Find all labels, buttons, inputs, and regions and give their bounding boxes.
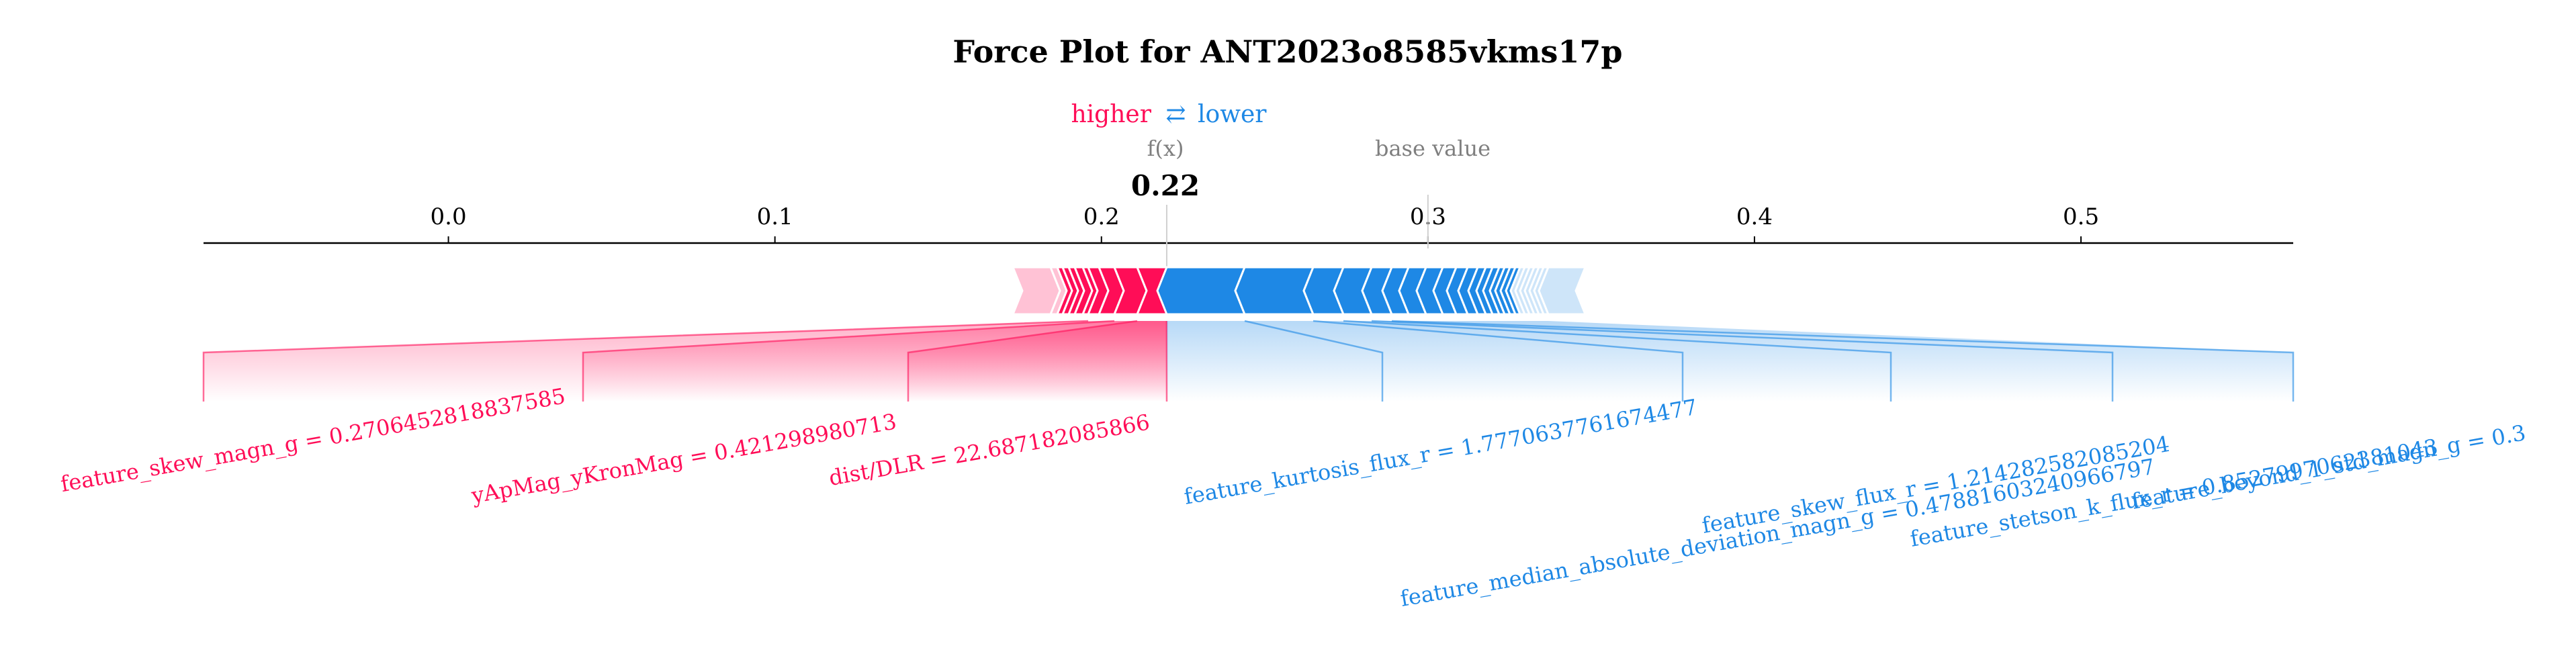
- feature-link-line-negative: [1391, 320, 2295, 402]
- fx-value: 0.22: [1131, 169, 1200, 202]
- feature-link-line-negative: [1313, 320, 1684, 402]
- feature-link-line-negative: [1371, 320, 2114, 402]
- force-bars: [1011, 266, 1587, 316]
- feature-label-negative: feature_beyond_1_std_magn_g = 0.3: [2130, 420, 2528, 514]
- x-tick-label: 0.0: [431, 203, 467, 230]
- x-tick-label: 0.4: [1736, 203, 1773, 230]
- feature-link-line-positive: [907, 320, 1138, 402]
- base-value-label: base value: [1375, 136, 1491, 161]
- feature-link-line-negative: [1343, 320, 1892, 402]
- x-axis: 0.0 0.1 0.2 0.3 0.4 0.5: [204, 195, 2293, 314]
- force-bar-negative: [1538, 266, 1587, 316]
- legend-lower-label: lower: [1198, 101, 1267, 128]
- x-tick-label: 0.5: [2063, 203, 2099, 230]
- feature-link-fills: [202, 320, 2295, 402]
- feature-labels: feature_skew_magn_g = 0.2706452818837585…: [58, 383, 2528, 611]
- feature-link-fill-positive: [908, 321, 1167, 402]
- x-tick-label: 0.2: [1083, 203, 1120, 230]
- feature-label-negative: feature_kurtosis_flux_r = 1.777063776167…: [1182, 394, 1699, 510]
- feature-link-line-positive: [582, 320, 1115, 402]
- chart-title: Force Plot for ANT2023o8585vkms17p: [952, 34, 1622, 70]
- feature-link-line-positive: [202, 320, 1089, 402]
- force-bar-negative: [1156, 266, 1247, 316]
- fx-label: f(x): [1147, 136, 1184, 161]
- legend: higher ⇄ lower: [1071, 101, 1267, 128]
- x-tick-label: 0.1: [757, 203, 793, 230]
- legend-arrow-icon: ⇄: [1165, 101, 1186, 128]
- feature-label-positive: yApMag_yKronMag = 0.421298980713: [469, 408, 898, 508]
- legend-higher-label: higher: [1071, 101, 1151, 128]
- feature-link-fill-negative: [1166, 321, 2293, 402]
- feature-link-line-negative: [1244, 320, 1384, 402]
- force-bar-negative: [1234, 266, 1315, 316]
